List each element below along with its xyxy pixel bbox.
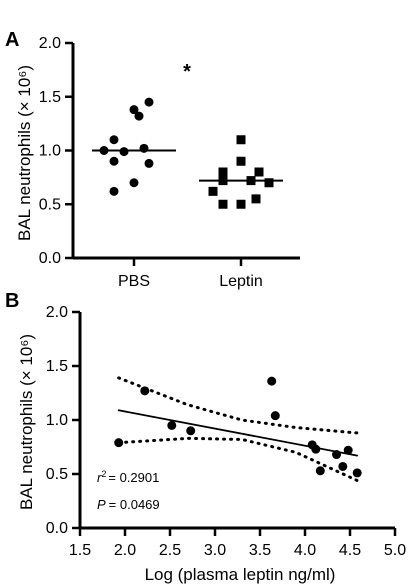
panel-b-xtick-label: 2.5: [159, 542, 181, 559]
pbs-data-point: [109, 135, 119, 145]
pbs-data-point: [109, 156, 119, 166]
panel-b-xtick-label: 1.5: [69, 542, 91, 559]
leptin-data-point: [236, 199, 246, 209]
p-value-annotation: P = 0.0469: [97, 497, 160, 512]
panel-b-xtick-label: 3.0: [204, 542, 226, 559]
leptin-data-point: [254, 167, 264, 177]
pbs-data-point: [134, 111, 144, 121]
correlation-data-point: [186, 426, 196, 436]
leptin-data-point: [236, 135, 246, 145]
panel-b-xtick-label: 2.0: [114, 542, 136, 559]
leptin-data-point: [264, 178, 274, 188]
panel-a-label: A: [5, 29, 19, 51]
panel-b-xtick-label: 5.0: [384, 542, 406, 559]
panel-b-label: B: [5, 290, 19, 312]
confidence-band-upper: [117, 376, 359, 435]
regression-line: [117, 409, 359, 457]
panel-b-xtick-label: 4.5: [339, 542, 361, 559]
leptin-data-point: [236, 156, 246, 166]
leptin-data-point: [218, 167, 228, 177]
significance-marker: *: [183, 61, 191, 83]
correlation-data-point: [140, 386, 150, 396]
correlation-data-point: [338, 461, 348, 471]
leptin-data-point: [251, 194, 261, 204]
correlation-data-point: [114, 438, 124, 448]
panel-a-ytick-label: 2.0: [39, 35, 61, 52]
correlation-data-point: [267, 376, 277, 386]
panel-b-ytick-label: 1.5: [46, 358, 68, 375]
pbs-data-point: [144, 158, 154, 168]
panel-b-ylabel: BAL neutrophils (× 10⁶): [17, 334, 36, 510]
panel-b-xtick-label: 3.5: [249, 542, 271, 559]
pbs-data-point: [119, 147, 129, 157]
pbs-data-point: [129, 105, 139, 115]
panel-b-ytick-label: 0.0: [46, 520, 68, 537]
r-squared-annotation: r2 = 0.2901: [97, 469, 159, 485]
correlation-data-point: [343, 445, 353, 455]
pbs-data-point: [129, 178, 139, 188]
correlation-data-point: [332, 450, 341, 460]
correlation-data-point: [315, 466, 325, 476]
panel-b-xtick-label: 4.0: [294, 542, 316, 559]
panel-a-ytick-label: 1.5: [39, 89, 61, 106]
correlation-data-point: [167, 420, 177, 430]
pbs-data-point: [109, 186, 119, 196]
correlation-data-point: [311, 444, 321, 454]
panel-a-ylabel: BAL neutrophils (× 10⁶): [15, 65, 34, 241]
panel-b-ytick-label: 1.0: [46, 412, 68, 429]
panel-a-ytick-label: 0.0: [39, 250, 61, 267]
panel-a-ytick-label: 0.5: [39, 196, 61, 213]
panel-a-ytick-label: 1.0: [39, 143, 61, 160]
correlation-data-point: [352, 468, 362, 478]
correlation-data-point: [270, 411, 280, 421]
leptin-data-point: [218, 199, 228, 209]
panel-b-xlabel: Log (plasma leptin ng/ml): [145, 565, 336, 584]
pbs-data-point: [144, 97, 154, 107]
panel-a-category-label: Leptin: [219, 273, 263, 290]
leptin-data-point: [208, 186, 218, 196]
panel-a-category-label: PBS: [118, 273, 150, 290]
panel-b-ytick-label: 0.5: [46, 466, 68, 483]
panel-b-ytick-label: 2.0: [46, 304, 68, 321]
